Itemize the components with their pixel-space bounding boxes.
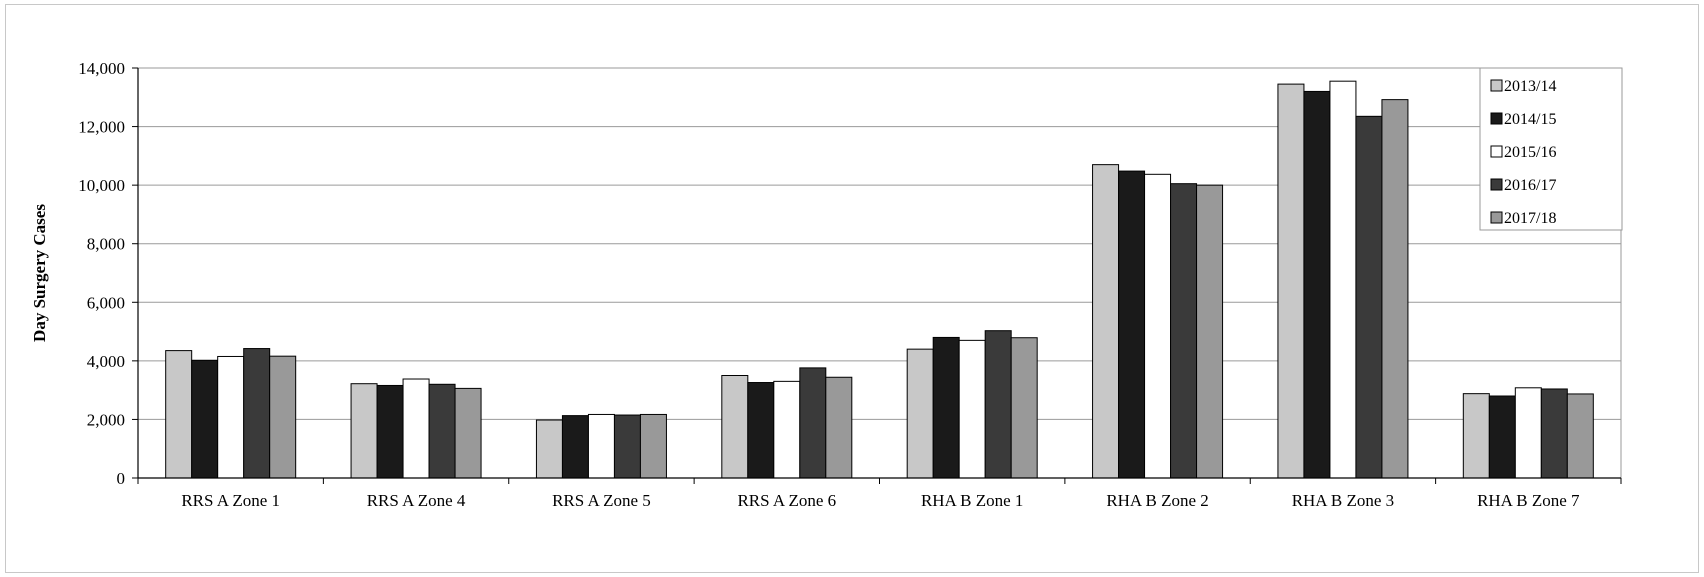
bar: [747, 382, 775, 479]
bar: [825, 376, 853, 479]
bar: [402, 378, 430, 479]
bar: [639, 413, 667, 479]
x-axis-ticks: RRS A Zone 1 RRS A Zone 4 RRS A Zone 5 RRS …: [137, 478, 1622, 510]
bar: [1092, 164, 1120, 479]
bar: [1566, 393, 1594, 479]
legend-label: 2014/15: [1504, 111, 1556, 128]
bar: [721, 375, 749, 479]
bar: [191, 359, 219, 479]
bar: [1196, 184, 1224, 479]
legend-swatch: [1490, 112, 1503, 125]
bars: [165, 80, 1594, 479]
bar: [1170, 183, 1198, 479]
bar: [1514, 387, 1542, 479]
bar: [165, 350, 193, 479]
bar: [1010, 337, 1038, 479]
legend-label: 2013/14: [1504, 78, 1556, 95]
bar-chart: 02,0004,0006,0008,00010,00012,00014,000 …: [30, 59, 1623, 510]
legend-box: [1479, 67, 1623, 231]
legend-label: 2017/18: [1504, 210, 1556, 227]
bar: [1381, 99, 1409, 479]
bar: [350, 383, 378, 479]
legend: 2013/14 2014/15 2015/16 2016/17 2017/18: [1479, 67, 1623, 231]
bar: [1488, 395, 1516, 479]
x-tick-label: RRS A Zone 1: [181, 491, 280, 510]
bar: [1144, 173, 1172, 479]
y-tick-label: 0: [117, 469, 126, 488]
bar: [906, 348, 934, 479]
bar: [428, 383, 456, 479]
y-tick-label: 10,000: [78, 176, 125, 195]
x-tick-label: RRS A Zone 4: [367, 491, 466, 510]
bar: [243, 348, 271, 479]
y-tick-label: 4,000: [87, 352, 125, 371]
y-axis-ticks: 0 2,000 4,000 6,000 8,000 10,000 12,000 14,000: [78, 59, 138, 488]
bar: [376, 384, 404, 479]
y-tick-label: 14,000: [78, 59, 125, 78]
legend-swatch: [1490, 178, 1503, 191]
x-tick-label: RHA B Zone 3: [1292, 491, 1394, 510]
legend-label: 2015/16: [1504, 144, 1556, 161]
bar: [1462, 393, 1490, 479]
x-tick-label: RRS A Zone 6: [737, 491, 836, 510]
bar: [613, 414, 641, 479]
legend-swatch: [1490, 211, 1503, 224]
bar: [958, 339, 986, 479]
legend-swatch: [1490, 79, 1503, 92]
x-tick-label: RRS A Zone 5: [552, 491, 651, 510]
bar: [1277, 83, 1305, 479]
bar: [984, 330, 1012, 479]
bar: [587, 413, 615, 479]
bar: [1540, 388, 1568, 479]
legend-swatch: [1490, 145, 1503, 158]
bar: [799, 367, 827, 479]
x-tick-label: RHA B Zone 1: [921, 491, 1023, 510]
y-tick-label: 2,000: [87, 410, 125, 429]
bar: [1329, 80, 1357, 479]
bar: [535, 419, 563, 479]
bar: [454, 387, 482, 479]
legend-label: 2016/17: [1504, 177, 1556, 194]
bar: [269, 355, 297, 479]
bar: [773, 380, 801, 479]
y-tick-label: 8,000: [87, 235, 125, 254]
x-tick-label: RHA B Zone 2: [1106, 491, 1208, 510]
bar: [561, 415, 589, 479]
y-tick-label: 12,000: [78, 118, 125, 137]
bar: [1118, 170, 1146, 479]
bar: [217, 355, 245, 479]
bar: [1303, 90, 1331, 479]
chart-frame: 0 2,000 4,000 6,000 8,000 10,000 12,000 14,000 …: [5, 4, 1699, 573]
y-axis-label: Day Surgery Cases: [30, 204, 49, 342]
y-tick-label: 6,000: [87, 293, 125, 312]
bar: [932, 336, 960, 479]
x-tick-label: RHA B Zone 7: [1477, 491, 1580, 510]
bar: [1355, 115, 1383, 479]
